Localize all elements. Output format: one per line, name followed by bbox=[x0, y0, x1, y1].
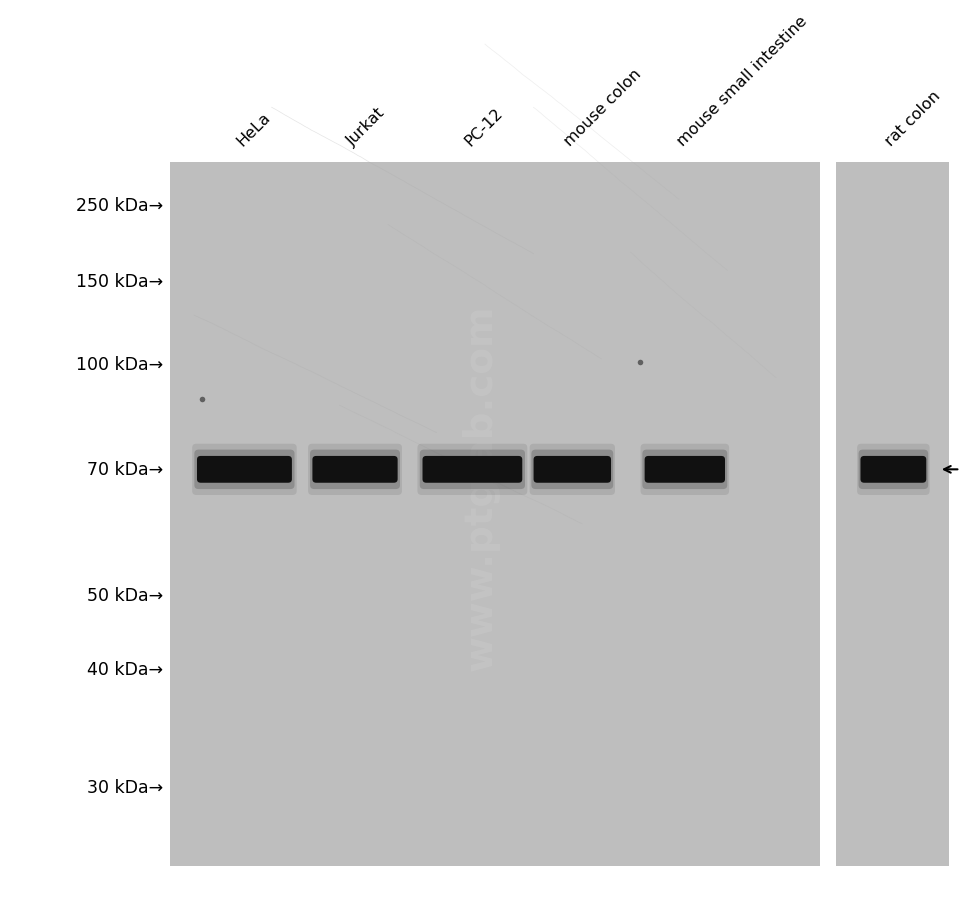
Text: www.ptglab.com: www.ptglab.com bbox=[460, 304, 499, 670]
FancyBboxPatch shape bbox=[420, 450, 524, 490]
FancyBboxPatch shape bbox=[531, 450, 612, 490]
Bar bbox=[821, 162, 833, 866]
Text: 40 kDa→: 40 kDa→ bbox=[87, 660, 163, 678]
FancyBboxPatch shape bbox=[533, 456, 610, 483]
Text: 250 kDa→: 250 kDa→ bbox=[76, 197, 163, 215]
Text: 30 kDa→: 30 kDa→ bbox=[87, 778, 163, 796]
FancyBboxPatch shape bbox=[860, 456, 925, 483]
Text: 100 kDa→: 100 kDa→ bbox=[76, 356, 163, 374]
Text: HeLa: HeLa bbox=[234, 109, 273, 149]
Bar bbox=[835, 162, 948, 866]
FancyBboxPatch shape bbox=[310, 450, 399, 490]
FancyBboxPatch shape bbox=[308, 444, 401, 495]
Text: 150 kDa→: 150 kDa→ bbox=[76, 272, 163, 290]
Text: 50 kDa→: 50 kDa→ bbox=[87, 586, 163, 604]
FancyBboxPatch shape bbox=[422, 456, 521, 483]
FancyBboxPatch shape bbox=[644, 456, 724, 483]
Text: mouse colon: mouse colon bbox=[561, 66, 643, 149]
FancyBboxPatch shape bbox=[312, 456, 397, 483]
Text: mouse small intestine: mouse small intestine bbox=[673, 14, 809, 149]
Text: rat colon: rat colon bbox=[882, 88, 943, 149]
FancyBboxPatch shape bbox=[858, 450, 927, 490]
FancyBboxPatch shape bbox=[529, 444, 614, 495]
Text: PC-12: PC-12 bbox=[461, 106, 505, 149]
FancyBboxPatch shape bbox=[194, 450, 295, 490]
FancyBboxPatch shape bbox=[197, 456, 292, 483]
Bar bbox=[170, 162, 819, 866]
FancyBboxPatch shape bbox=[640, 444, 729, 495]
Text: 70 kDa→: 70 kDa→ bbox=[87, 460, 163, 478]
FancyBboxPatch shape bbox=[192, 444, 297, 495]
Text: Jurkat: Jurkat bbox=[344, 106, 388, 149]
FancyBboxPatch shape bbox=[417, 444, 527, 495]
FancyBboxPatch shape bbox=[857, 444, 928, 495]
FancyBboxPatch shape bbox=[641, 450, 727, 490]
